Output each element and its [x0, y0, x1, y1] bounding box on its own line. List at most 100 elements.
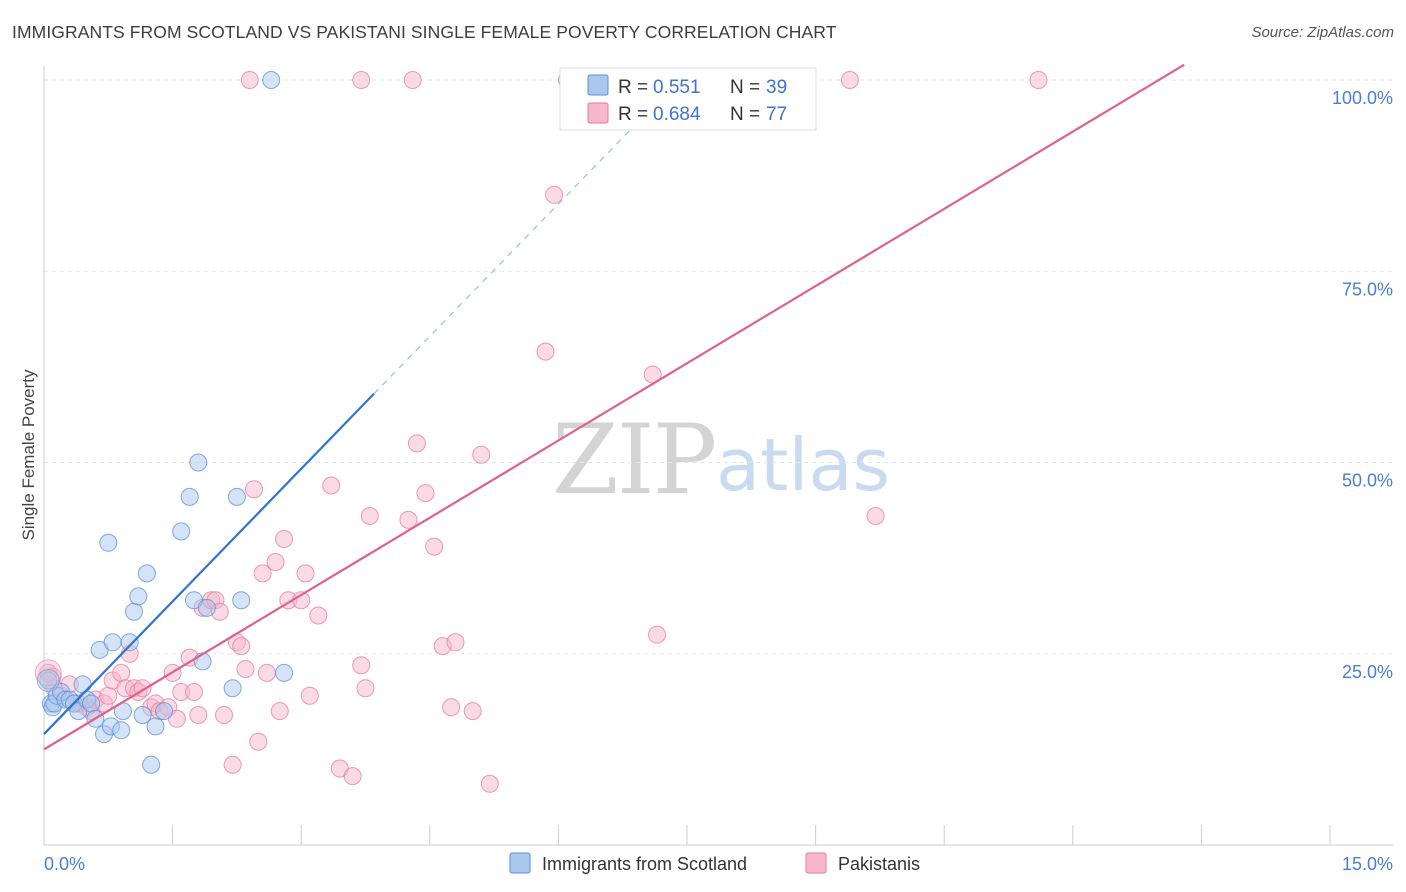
point-pakistanis — [840, 71, 859, 89]
point-pakistanis — [253, 564, 272, 583]
point-pakistanis — [352, 71, 371, 89]
legend-r-value-scotland: 0.551 — [653, 77, 701, 98]
point-scotland — [275, 663, 294, 682]
point-scotland — [137, 564, 156, 583]
point-pakistanis — [112, 663, 131, 682]
point-pakistanis — [407, 434, 426, 453]
point-pakistanis — [245, 480, 263, 499]
y-tick-label: 100.0% — [1332, 88, 1393, 108]
axes — [43, 66, 1393, 846]
point-pakistanis — [536, 342, 555, 361]
y-tick-labels: 25.0% 50.0% 75.0% 100.0% — [1332, 88, 1393, 682]
point-pakistanis — [223, 755, 242, 774]
legend-n-label: N = — [730, 77, 760, 98]
point-pakistanis — [322, 476, 341, 495]
point-pakistanis — [399, 510, 418, 529]
point-pakistanis — [236, 660, 255, 678]
y-tick-label: 50.0% — [1342, 471, 1393, 491]
legend-swatch-scotland — [587, 74, 609, 96]
trend-lines — [43, 63, 1185, 751]
legend-swatch-pakistanis — [587, 102, 609, 124]
point-pakistanis — [257, 663, 276, 682]
point-pakistanis — [1029, 71, 1048, 89]
point-pakistanis — [343, 767, 362, 786]
point-pakistanis — [866, 507, 885, 525]
x-tick-label-min: 0.0% — [44, 854, 85, 874]
x-tick-label-max: 15.0% — [1342, 854, 1393, 874]
point-pakistanis — [249, 732, 268, 751]
point-scotland — [129, 587, 148, 606]
point-pakistanis — [446, 633, 465, 652]
legend-n-label: N = — [730, 104, 760, 125]
point-pakistanis — [356, 679, 375, 698]
point-pakistanis — [480, 774, 499, 793]
point-pakistanis — [99, 686, 118, 705]
watermark-atlas: atlas — [716, 423, 890, 507]
trend-line-scotland — [43, 392, 375, 735]
watermark: ZIP atlas — [552, 404, 890, 516]
point-scotland — [99, 533, 118, 552]
point-pakistanis — [463, 702, 482, 721]
point-scotland — [155, 702, 173, 721]
series-legend-swatch-pakistanis — [805, 852, 827, 874]
y-axis-title: Single Female Poverty — [19, 369, 38, 541]
point-pakistanis — [442, 698, 461, 717]
y-tick-label: 75.0% — [1342, 279, 1393, 299]
point-pakistanis — [215, 706, 233, 724]
point-scotland — [193, 652, 212, 671]
point-pakistanis — [416, 484, 435, 503]
point-pakistanis — [352, 656, 371, 675]
point-pakistanis — [34, 659, 62, 687]
point-scotland — [146, 717, 165, 736]
trend-line-scotland-extension — [373, 88, 671, 395]
point-scotland — [197, 598, 216, 617]
point-pakistanis — [185, 683, 203, 701]
point-pakistanis — [275, 530, 294, 548]
source-label: Source: ZipAtlas.com — [1251, 24, 1394, 41]
correlation-legend: R = 0.551 N = 39 R = 0.684 N = 77 — [559, 67, 817, 131]
legend-r-value-pakistanis: 0.684 — [653, 104, 701, 125]
grid-lines — [44, 79, 1393, 655]
trend-line-pakistanis — [43, 63, 1185, 751]
point-scotland — [223, 679, 242, 698]
series-legend: Immigrants from Scotland Pakistanis — [509, 852, 920, 874]
point-pakistanis — [648, 625, 666, 644]
point-pakistanis — [472, 445, 491, 464]
point-pakistanis — [270, 702, 289, 721]
series-legend-swatch-scotland — [509, 852, 531, 874]
point-pakistanis — [189, 706, 208, 724]
point-scotland — [180, 487, 199, 506]
y-tick-label: 25.0% — [1342, 662, 1393, 682]
point-scotland — [112, 721, 131, 740]
point-scotland — [82, 694, 101, 713]
point-scotland — [103, 633, 122, 652]
series-legend-label-pakistanis: Pakistanis — [838, 854, 920, 874]
point-pakistanis — [309, 606, 328, 625]
series-legend-label-scotland: Immigrants from Scotland — [542, 854, 747, 874]
point-scotland — [125, 602, 143, 621]
legend-n-value-pakistanis: 77 — [766, 104, 787, 125]
point-pakistanis — [360, 507, 379, 525]
point-scotland — [232, 591, 251, 610]
legend-n-value-scotland: 39 — [766, 77, 787, 98]
point-pakistanis — [266, 553, 285, 571]
point-pakistanis — [240, 71, 259, 89]
watermark-zip: ZIP — [552, 404, 715, 516]
point-scotland — [73, 675, 92, 694]
point-scotland — [36, 669, 60, 693]
point-pakistanis — [296, 564, 315, 583]
chart-title: IMMIGRANTS FROM SCOTLAND VS PAKISTANI SI… — [12, 22, 837, 42]
point-pakistanis — [232, 637, 251, 656]
point-pakistanis — [300, 686, 319, 705]
legend-r-label: R = — [618, 104, 648, 125]
data-points — [34, 71, 1048, 793]
point-scotland — [133, 706, 152, 724]
point-scotland — [262, 71, 281, 89]
legend-r-label: R = — [618, 77, 648, 98]
point-scotland — [227, 487, 246, 506]
point-scotland — [172, 522, 191, 541]
point-pakistanis — [545, 185, 564, 204]
point-scotland — [142, 755, 161, 774]
point-scotland — [189, 453, 208, 472]
